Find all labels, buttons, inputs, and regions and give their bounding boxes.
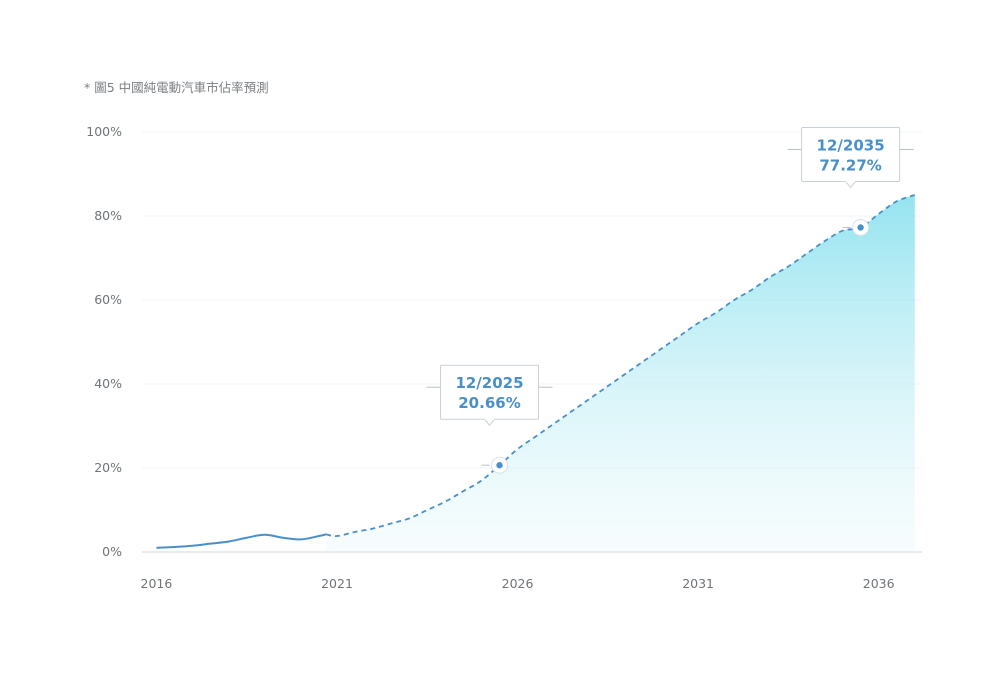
tooltip-date: 12/2035 xyxy=(817,136,885,154)
y-tick-label: 40% xyxy=(94,376,122,391)
historical-line xyxy=(156,533,327,549)
tooltip-date: 12/2025 xyxy=(455,374,523,392)
x-tick-label: 2026 xyxy=(502,576,534,591)
annotation-marker-dot xyxy=(496,462,503,469)
tooltip-pointer xyxy=(845,181,856,189)
x-tick-label: 2016 xyxy=(141,576,173,591)
x-tick-label: 2021 xyxy=(321,576,353,591)
x-tick-label: 2031 xyxy=(682,576,714,591)
x-tick-label: 2036 xyxy=(863,576,895,591)
tooltip-value: 20.66% xyxy=(458,394,520,412)
forecast-area-fill xyxy=(326,195,915,552)
annotation-marker-dot xyxy=(857,224,864,231)
series-lines xyxy=(156,194,916,549)
forecast-line xyxy=(325,194,916,537)
tooltip-pointer xyxy=(484,418,495,427)
chart-title: * 圖5 中國純電動汽車市佔率預測 xyxy=(84,80,269,95)
y-axis-ticks: 0% 20% 40% 60% 80% 100% xyxy=(86,124,122,559)
x-axis-ticks: 2016 2021 2026 2031 2036 xyxy=(141,576,895,591)
y-tick-label: 0% xyxy=(102,544,122,559)
y-tick-label: 60% xyxy=(94,292,122,307)
annotations: 12/2025 20.66% 12/2035 77.27% xyxy=(426,126,914,474)
y-tick-label: 80% xyxy=(94,208,122,223)
annotation-1[interactable]: 12/2035 77.27% xyxy=(787,126,914,236)
annotation-0[interactable]: 12/2025 20.66% xyxy=(426,364,553,474)
y-tick-label: 100% xyxy=(86,124,122,139)
tooltip-value: 77.27% xyxy=(819,156,881,174)
y-tick-label: 20% xyxy=(94,460,122,475)
forecast-area xyxy=(326,195,915,552)
